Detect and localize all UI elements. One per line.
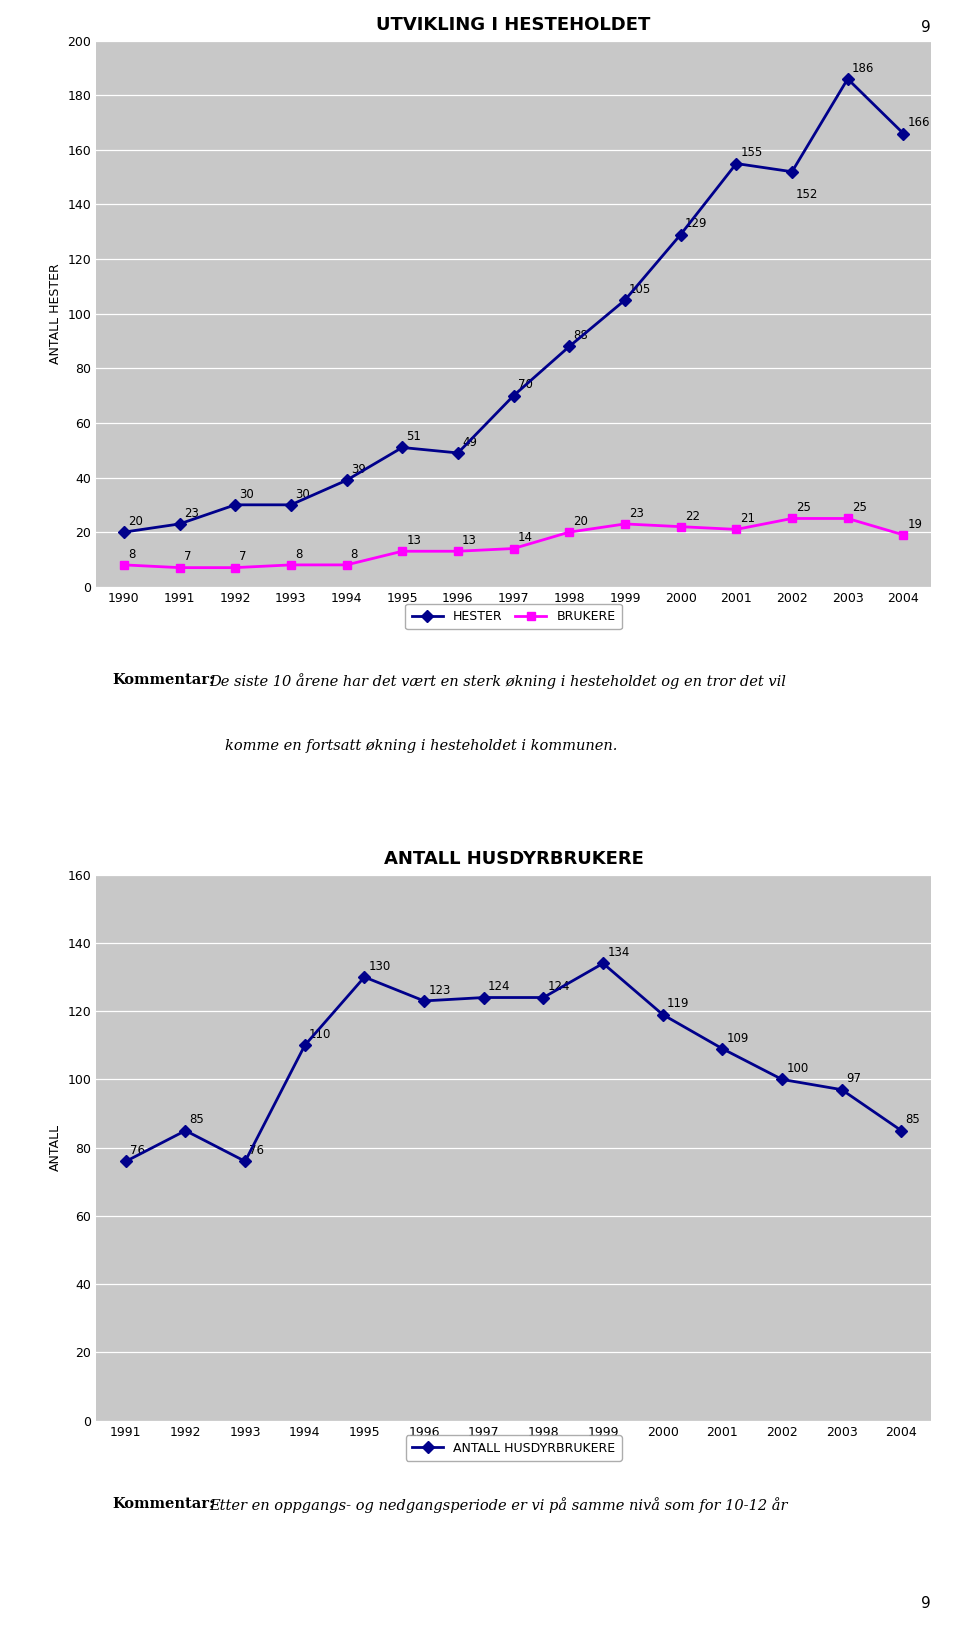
Text: 88: 88 xyxy=(573,329,588,342)
Text: 8: 8 xyxy=(295,548,302,561)
Text: 130: 130 xyxy=(369,960,391,973)
Text: 30: 30 xyxy=(295,488,310,501)
Text: 23: 23 xyxy=(629,506,644,519)
Text: 134: 134 xyxy=(608,947,630,960)
Text: Kommentar:: Kommentar: xyxy=(112,674,215,687)
Text: 7: 7 xyxy=(183,550,191,563)
Text: 70: 70 xyxy=(517,379,533,392)
Text: 51: 51 xyxy=(406,430,421,443)
Legend: HESTER, BRUKERE: HESTER, BRUKERE xyxy=(405,604,622,630)
Text: 8: 8 xyxy=(350,548,358,561)
Text: 85: 85 xyxy=(190,1113,204,1126)
Text: De siste 10 årene har det vært en sterk økning i hesteholdet og en tror det vil: De siste 10 årene har det vært en sterk … xyxy=(208,674,785,688)
Text: 20: 20 xyxy=(573,516,588,527)
Text: 7: 7 xyxy=(239,550,247,563)
Text: 100: 100 xyxy=(786,1062,808,1075)
Text: 30: 30 xyxy=(239,488,254,501)
Text: 124: 124 xyxy=(488,981,511,994)
Text: 13: 13 xyxy=(462,534,477,547)
Text: 97: 97 xyxy=(846,1072,861,1085)
Text: 76: 76 xyxy=(250,1144,264,1157)
Text: 85: 85 xyxy=(905,1113,921,1126)
Legend: ANTALL HUSDYRBRUKERE: ANTALL HUSDYRBRUKERE xyxy=(406,1435,621,1461)
Text: 186: 186 xyxy=(852,62,875,75)
Text: 39: 39 xyxy=(350,464,366,477)
Text: 119: 119 xyxy=(667,997,689,1010)
Text: 129: 129 xyxy=(684,218,708,231)
Text: 152: 152 xyxy=(796,189,819,202)
Text: Etter en oppgangs- og nedgangsperiode er vi på samme nivå som for 10-12 år: Etter en oppgangs- og nedgangsperiode er… xyxy=(208,1497,787,1513)
Text: 124: 124 xyxy=(547,981,570,994)
Text: 20: 20 xyxy=(128,516,143,527)
Text: 109: 109 xyxy=(727,1032,749,1045)
Y-axis label: ANTALL HESTER: ANTALL HESTER xyxy=(49,264,61,364)
Text: 76: 76 xyxy=(130,1144,145,1157)
Text: 22: 22 xyxy=(684,509,700,522)
Text: 123: 123 xyxy=(428,984,450,997)
Title: ANTALL HUSDYRBRUKERE: ANTALL HUSDYRBRUKERE xyxy=(384,849,643,867)
Text: 23: 23 xyxy=(183,506,199,519)
Text: 49: 49 xyxy=(462,436,477,449)
Text: 9: 9 xyxy=(922,20,931,34)
Text: komme en fortsatt økning i hesteholdet i kommunen.: komme en fortsatt økning i hesteholdet i… xyxy=(226,739,618,753)
Text: 14: 14 xyxy=(517,532,533,545)
Y-axis label: ANTALL: ANTALL xyxy=(49,1124,61,1171)
Text: 21: 21 xyxy=(740,513,756,526)
Text: 25: 25 xyxy=(796,501,811,514)
Text: 105: 105 xyxy=(629,283,652,296)
Text: 19: 19 xyxy=(907,517,923,530)
Text: 9: 9 xyxy=(922,1596,931,1611)
Title: UTVIKLING I HESTEHOLDET: UTVIKLING I HESTEHOLDET xyxy=(376,16,651,34)
Text: 8: 8 xyxy=(128,548,135,561)
Text: 155: 155 xyxy=(740,146,763,159)
Text: 25: 25 xyxy=(852,501,867,514)
Text: 13: 13 xyxy=(406,534,421,547)
Text: 110: 110 xyxy=(309,1028,331,1041)
Text: Kommentar:: Kommentar: xyxy=(112,1497,215,1511)
Text: 166: 166 xyxy=(907,117,930,129)
